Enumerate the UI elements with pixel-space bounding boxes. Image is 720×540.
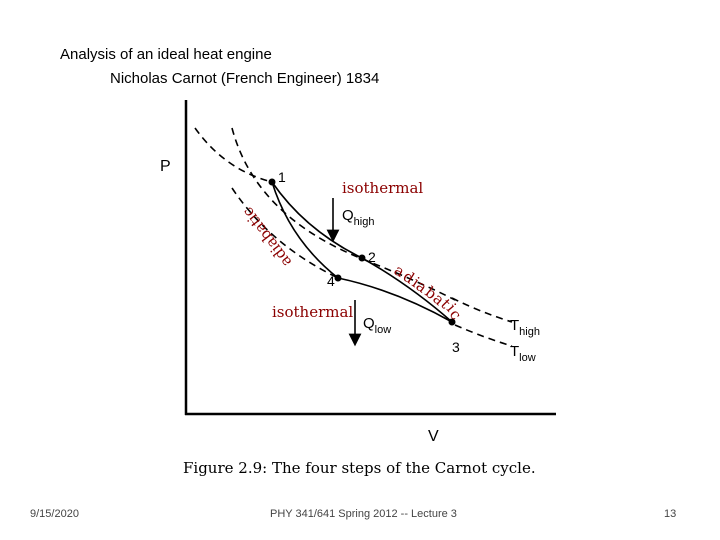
adiabatic-left-annotation: adiabatic — [239, 204, 296, 271]
adiabatic-expansion-curve — [361, 257, 453, 323]
q-low-label: Qlow — [363, 315, 391, 336]
state-point-3 — [448, 318, 456, 326]
isothermal-bottom-annotation: isothermal — [272, 303, 353, 321]
slide-title-line2: Nicholas Carnot (French Engineer) 1834 — [110, 70, 380, 87]
x-axis-label: V — [428, 428, 439, 445]
point-label-2: 2 — [368, 249, 376, 265]
isothermal-hot-curve — [271, 181, 363, 259]
isothermal-top-annotation: isothermal — [342, 179, 423, 197]
middle-dashed-curve — [231, 127, 456, 301]
t-low-label: Tlow — [510, 343, 536, 364]
adiabatic-compression-curve — [271, 181, 339, 279]
slide-title-line1: Analysis of an ideal heat engine — [60, 46, 272, 63]
y-axis-label: P — [160, 158, 171, 175]
upper-dashed-curve — [194, 127, 273, 183]
point-label-3: 3 — [452, 339, 460, 355]
t-high-dashed-curve — [451, 297, 513, 323]
isothermal-cold-curve — [337, 277, 453, 323]
t-high-label: Thigh — [510, 317, 540, 338]
lower-dashed-curve — [231, 187, 339, 279]
footer-date: 9/15/2020 — [30, 508, 79, 520]
figure-caption: Figure 2.9: The four steps of the Carnot… — [183, 459, 536, 477]
footer-course: PHY 341/641 Spring 2012 -- Lecture 3 — [270, 508, 457, 520]
state-point-1 — [268, 178, 276, 186]
t-low-dashed-curve — [454, 324, 513, 347]
footer-page-number: 13 — [664, 508, 677, 520]
q-high-label: Qhigh — [342, 207, 374, 228]
state-point-4 — [334, 274, 342, 282]
adiabatic-right-annotation: a d i a b a t i c — [391, 261, 465, 323]
point-label-4: 4 — [327, 273, 335, 289]
state-point-2 — [358, 254, 366, 262]
point-label-1: 1 — [278, 169, 286, 185]
